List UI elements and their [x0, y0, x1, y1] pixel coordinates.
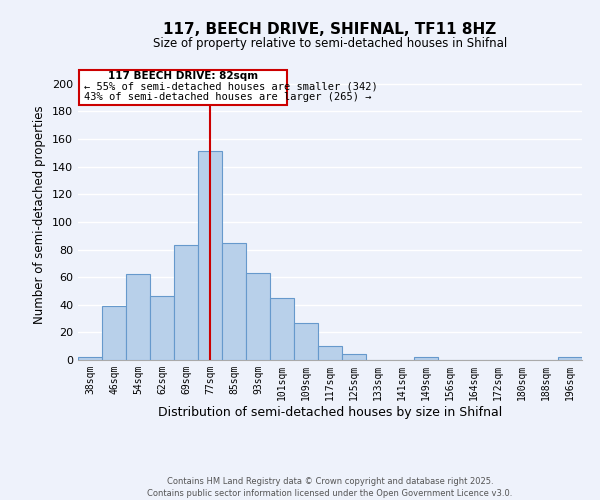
Bar	[318, 346, 342, 360]
Bar	[222, 242, 246, 360]
Text: 117, BEECH DRIVE, SHIFNAL, TF11 8HZ: 117, BEECH DRIVE, SHIFNAL, TF11 8HZ	[163, 22, 497, 38]
Bar	[174, 246, 198, 360]
Bar	[78, 357, 102, 360]
Text: Contains public sector information licensed under the Open Government Licence v3: Contains public sector information licen…	[148, 489, 512, 498]
Text: 43% of semi-detached houses are larger (265) →: 43% of semi-detached houses are larger (…	[84, 92, 372, 102]
Bar	[126, 274, 150, 360]
FancyBboxPatch shape	[79, 70, 287, 104]
Bar	[102, 306, 126, 360]
Bar	[246, 273, 270, 360]
Bar	[342, 354, 366, 360]
X-axis label: Distribution of semi-detached houses by size in Shifnal: Distribution of semi-detached houses by …	[158, 406, 502, 418]
Bar	[294, 322, 318, 360]
Bar	[150, 296, 174, 360]
Text: Size of property relative to semi-detached houses in Shifnal: Size of property relative to semi-detach…	[153, 38, 507, 51]
Bar	[414, 357, 438, 360]
Bar	[270, 298, 294, 360]
Y-axis label: Number of semi-detached properties: Number of semi-detached properties	[34, 106, 46, 324]
Text: ← 55% of semi-detached houses are smaller (342): ← 55% of semi-detached houses are smalle…	[84, 82, 378, 92]
Bar	[558, 357, 582, 360]
Text: 117 BEECH DRIVE: 82sqm: 117 BEECH DRIVE: 82sqm	[108, 72, 258, 82]
Bar	[198, 152, 222, 360]
Text: Contains HM Land Registry data © Crown copyright and database right 2025.: Contains HM Land Registry data © Crown c…	[167, 478, 493, 486]
